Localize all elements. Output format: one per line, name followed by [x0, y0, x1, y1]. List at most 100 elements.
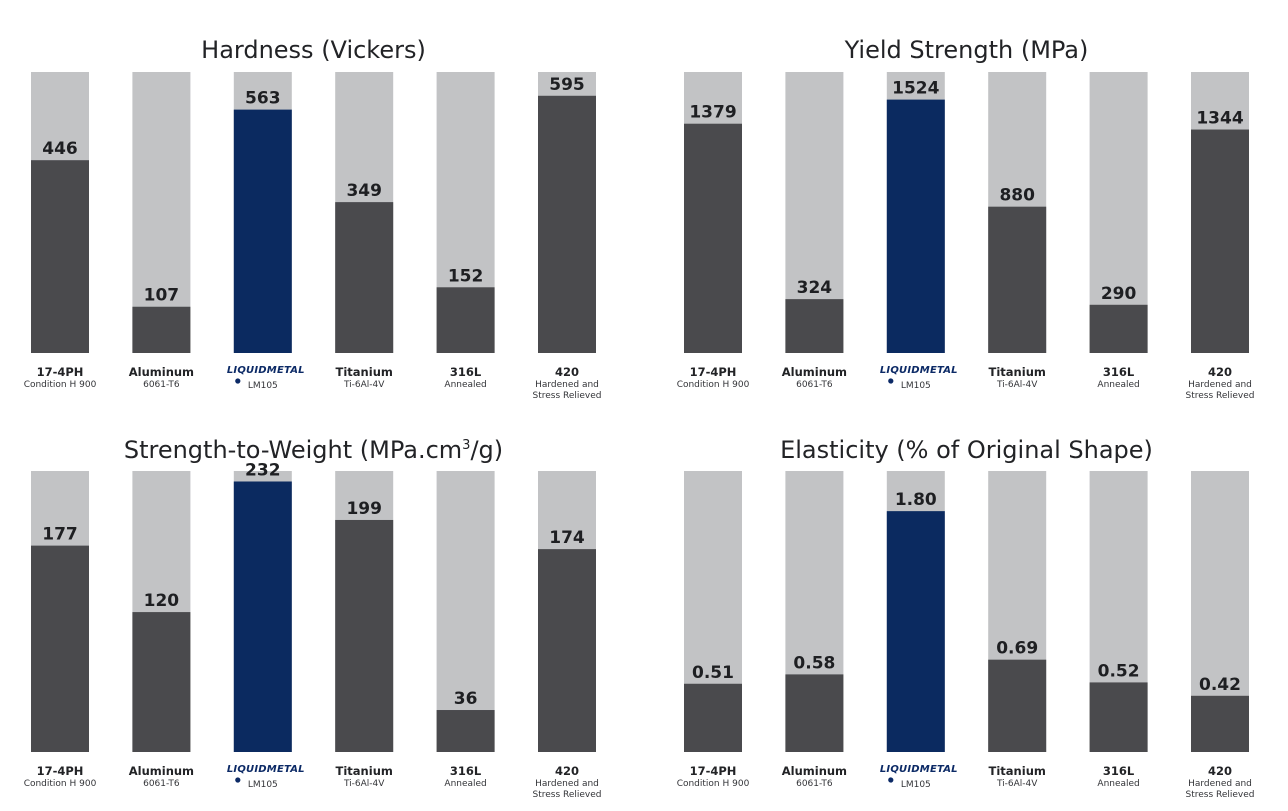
- bar-hardness-2: [233, 109, 292, 353]
- bar-strength-to-weight-2: [233, 481, 292, 752]
- liquidmetal-logo: LIQUIDMETAL: [880, 365, 958, 384]
- chart-title: Strength-to-Weight (MPa.cm3/g): [124, 436, 503, 464]
- category-sub-label: Hardened and: [1188, 380, 1252, 390]
- bar-hardness-5: [538, 95, 596, 354]
- chart-title-superscript: 3: [462, 438, 470, 453]
- chart-title-text: Elasticity (% of Original Shape): [780, 436, 1153, 464]
- bar-elasticity-5: [1191, 695, 1249, 752]
- category-label: 17-4PH: [690, 365, 737, 379]
- category-sub-label: 6061-T6: [143, 380, 180, 390]
- category-sub-label: Stress Relieved: [1185, 391, 1254, 401]
- chart-title-text: Yield Strength (MPa): [844, 36, 1089, 64]
- value-label: 0.52: [1098, 661, 1140, 681]
- bar-yield-strength-4: [1089, 304, 1148, 353]
- category-label: 17-4PH: [690, 764, 737, 778]
- brand-logo-text: LIQUIDMETAL: [880, 764, 958, 775]
- droplet-icon: [888, 777, 894, 783]
- category-sub-label: Hardened and: [535, 779, 599, 789]
- category-sub-label: Condition H 900: [677, 779, 750, 789]
- brand-logo-text: LIQUIDMETAL: [227, 365, 305, 376]
- bar-elasticity-1: [785, 674, 844, 752]
- value-label: 595: [549, 75, 585, 95]
- chart-title-text: Hardness (Vickers): [201, 36, 426, 64]
- liquidmetal-logo: LIQUIDMETAL: [227, 365, 305, 384]
- chart-title: Yield Strength (MPa): [844, 36, 1089, 64]
- category-label: Aluminum: [129, 764, 194, 778]
- value-label: 152: [448, 266, 484, 286]
- value-label: 1379: [689, 103, 736, 123]
- bar-elasticity-3: [988, 659, 1047, 752]
- value-label: 290: [1101, 284, 1137, 304]
- bar-yield-strength-2: [886, 99, 945, 353]
- category-sub-label: 6061-T6: [143, 779, 180, 789]
- category-sub-label: Stress Relieved: [532, 391, 601, 401]
- category-label: Aluminum: [129, 365, 194, 379]
- category-label: Titanium: [989, 764, 1046, 778]
- category-label: 316L: [450, 764, 482, 778]
- value-label: 177: [42, 525, 78, 545]
- chart-title: Hardness (Vickers): [201, 36, 426, 64]
- value-label: 36: [454, 689, 478, 709]
- value-label: 1344: [1196, 109, 1243, 129]
- chart-title-text: Strength-to-Weight (MPa.cm: [124, 436, 462, 464]
- bar-hardness-3: [335, 202, 394, 353]
- category-label: 420: [1208, 764, 1232, 778]
- brand-logo-text: LIQUIDMETAL: [227, 764, 305, 775]
- bar-hardness-4: [436, 287, 495, 353]
- category-sub-label: Annealed: [1097, 380, 1139, 390]
- category-label: Titanium: [336, 365, 393, 379]
- value-label: 1524: [892, 79, 939, 99]
- value-label: 880: [999, 186, 1035, 206]
- bar-yield-strength-0: [684, 123, 742, 353]
- brand-logo-text: LIQUIDMETAL: [880, 365, 958, 376]
- category-sub-label: Hardened and: [535, 380, 599, 390]
- value-label: 120: [144, 591, 180, 611]
- category-sub-label: Annealed: [444, 380, 486, 390]
- category-label: 316L: [1103, 764, 1135, 778]
- category-sub-label: Condition H 900: [24, 779, 97, 789]
- category-label: 316L: [1103, 365, 1135, 379]
- category-sub-label: Condition H 900: [24, 380, 97, 390]
- bar-background: [132, 72, 191, 353]
- bar-hardness-0: [31, 160, 89, 353]
- category-sub-label: LM105: [248, 381, 278, 391]
- value-label: 1.80: [895, 490, 937, 510]
- category-label: Titanium: [336, 764, 393, 778]
- category-sub-label: Ti-6Al-4V: [996, 779, 1038, 789]
- category-sub-label: LM105: [248, 780, 278, 790]
- value-label: 349: [346, 181, 382, 201]
- bar-yield-strength-5: [1191, 129, 1249, 353]
- category-label: 420: [555, 764, 579, 778]
- category-sub-label: Stress Relieved: [1185, 790, 1254, 800]
- chart-elasticity: Elasticity (% of Original Shape) 0.51 17-4…: [677, 436, 1255, 800]
- value-label: 563: [245, 89, 281, 109]
- liquidmetal-logo: LIQUIDMETAL: [880, 764, 958, 783]
- value-label: 0.58: [793, 653, 835, 673]
- category-sub-label: Ti-6Al-4V: [343, 779, 385, 789]
- category-sub-label: Ti-6Al-4V: [343, 380, 385, 390]
- category-label: 17-4PH: [37, 764, 84, 778]
- bar-strength-to-weight-0: [31, 545, 89, 752]
- category-label: Aluminum: [782, 365, 847, 379]
- value-label: 0.51: [692, 663, 734, 683]
- value-label: 324: [797, 278, 833, 298]
- value-label: 174: [549, 528, 585, 548]
- category-label: 420: [1208, 365, 1232, 379]
- category-label: Aluminum: [782, 764, 847, 778]
- value-label: 199: [346, 499, 382, 519]
- droplet-icon: [888, 378, 894, 384]
- bar-strength-to-weight-4: [436, 710, 495, 752]
- category-label: 17-4PH: [37, 365, 84, 379]
- chart-strength-to-weight: Strength-to-Weight (MPa.cm3/g) 177 17-4PHC…: [24, 436, 602, 800]
- droplet-icon: [235, 777, 241, 783]
- chart-title-suffix: /g): [470, 436, 503, 464]
- bar-hardness-1: [132, 306, 191, 353]
- bar-elasticity-4: [1089, 682, 1148, 752]
- category-sub-label: Annealed: [444, 779, 486, 789]
- liquidmetal-logo: LIQUIDMETAL: [227, 764, 305, 783]
- value-label: 232: [245, 460, 281, 480]
- bar-strength-to-weight-1: [132, 612, 191, 752]
- chart-title: Elasticity (% of Original Shape): [780, 436, 1153, 464]
- bar-background: [436, 471, 495, 752]
